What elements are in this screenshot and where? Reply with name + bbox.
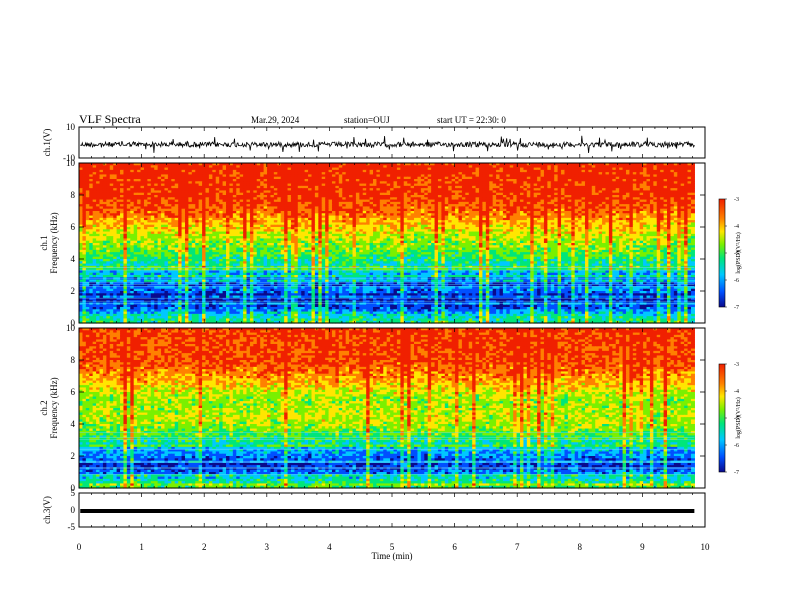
ch1-y-tick-label: 10 xyxy=(66,122,76,132)
date-label: Mar.29, 2024 xyxy=(251,115,300,125)
vlf-spectra-figure: VLF Spectra Mar.29, 2024 station=OUJ sta… xyxy=(0,0,792,612)
figure-title: VLF Spectra xyxy=(79,112,141,126)
ch1-waveform-line xyxy=(80,136,694,153)
ch1-y-axis-label: ch.1(V) xyxy=(42,129,52,157)
start-time-label: start UT = 22:30: 0 xyxy=(437,115,506,125)
ch1-spectrogram-cells xyxy=(79,163,695,324)
station-label: station=OUJ xyxy=(344,115,390,125)
